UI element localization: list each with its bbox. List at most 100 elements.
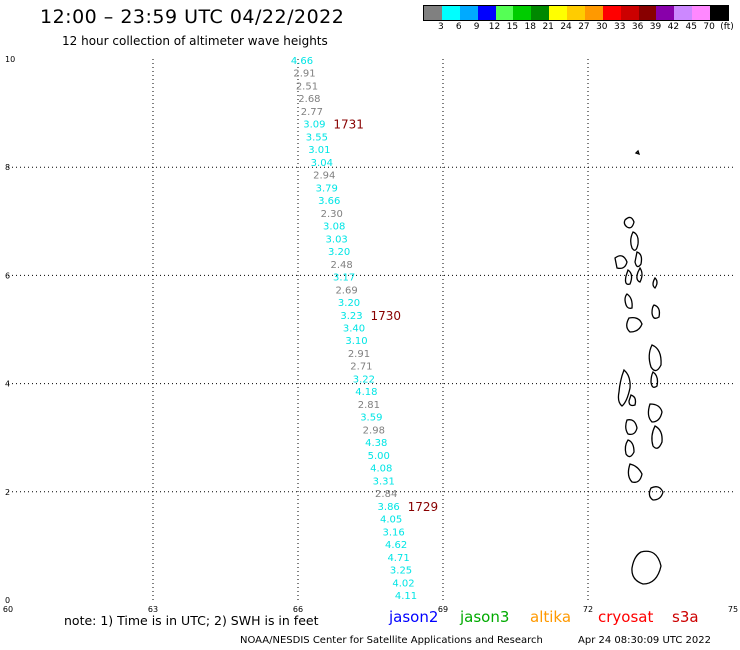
- satellite-cryosat: cryosat: [598, 608, 654, 626]
- wave-height-value: 3.23: [340, 311, 362, 322]
- legend-label: 33: [613, 22, 626, 32]
- wave-height-value: 3.40: [343, 324, 365, 335]
- wave-height-value: 4.62: [385, 540, 407, 551]
- wave-height-value: 4.02: [392, 578, 414, 589]
- axis-tick-labels: 60 63 66 69 72 75 0 2 4 6 8 10: [3, 55, 738, 614]
- lat-tick-label: 2: [5, 488, 10, 497]
- pass-time-label: 1728: [0, 0, 31, 3]
- wave-height-value: 2.94: [313, 171, 335, 182]
- lon-tick-label: 60: [3, 605, 13, 614]
- wave-height-value: 2.77: [301, 107, 323, 118]
- legend-swatch: [495, 6, 514, 20]
- wave-height-value: 3.09: [303, 120, 325, 131]
- wave-height-value: 3.86: [378, 502, 400, 513]
- wave-height-value: 3.31: [373, 476, 395, 487]
- legend-swatch: [459, 6, 478, 20]
- wave-height-value: 3.17: [333, 273, 355, 284]
- altimeter-track: 4.662.912.512.682.773.093.553.013.042.94…: [291, 56, 417, 602]
- legend-swatch: [477, 6, 496, 20]
- satellite-jason2: jason2: [389, 608, 439, 626]
- legend-swatch: [549, 6, 567, 20]
- color-legend-labels: 3 6 9 12 15 18 21 24 27 30 33 36 39 42 45 70 (ft): [423, 22, 740, 34]
- lat-tick-label: 10: [5, 55, 15, 64]
- lat-tick-label: 8: [5, 163, 10, 172]
- lat-lon-grid: [8, 59, 733, 600]
- legend-label: 9: [473, 22, 480, 32]
- legend-swatch: [692, 6, 710, 20]
- wave-height-value: 2.91: [293, 69, 315, 80]
- legend-swatch: [620, 6, 639, 20]
- wave-height-value: 4.71: [387, 553, 409, 564]
- wave-height-value: 2.71: [350, 362, 372, 373]
- legend-label: 12: [488, 22, 501, 32]
- legend-swatch: [584, 6, 603, 20]
- pass-time-label: 1731: [333, 118, 364, 132]
- wave-height-value: 3.04: [311, 158, 333, 169]
- wave-height-value: 3.66: [318, 196, 340, 207]
- wave-height-value: 3.08: [323, 222, 345, 233]
- color-legend-bar: [423, 5, 729, 21]
- pass-time-label: 1730: [371, 309, 402, 323]
- maldives-coastline: [614, 149, 664, 585]
- wave-height-value: 3.79: [316, 183, 338, 194]
- legend-label: 70: [703, 22, 715, 32]
- wave-height-value: 2.91: [348, 349, 370, 360]
- wave-height-value: 2.68: [298, 94, 320, 105]
- legend-swatch: [531, 6, 550, 20]
- wave-height-value: 2.51: [296, 81, 318, 92]
- wave-height-value: 3.22: [353, 374, 375, 385]
- legend-label: 30: [596, 22, 608, 32]
- map-subtitle: 12 hour collection of altimeter wave hei…: [62, 34, 328, 48]
- legend-label: 15: [506, 22, 519, 32]
- wave-height-value: 4.38: [365, 438, 387, 449]
- legend-label: (ft): [720, 22, 734, 32]
- legend-label: 39: [649, 22, 662, 32]
- satellite-jason3: jason3: [460, 608, 510, 626]
- lon-tick-label: 66: [293, 605, 303, 614]
- wave-height-value: 3.20: [338, 298, 360, 309]
- legend-swatch: [424, 6, 442, 20]
- wave-height-value: 4.11: [395, 591, 417, 602]
- wave-height-value: 3.20: [328, 247, 350, 258]
- lon-tick-label: 69: [438, 605, 448, 614]
- legend-label: 6: [455, 22, 462, 32]
- wave-height-value: 3.16: [382, 527, 404, 538]
- wave-height-value: 2.81: [358, 400, 380, 411]
- lon-tick-label: 63: [148, 605, 158, 614]
- wave-height-value: 3.01: [308, 145, 330, 156]
- wave-height-value: 3.10: [345, 336, 367, 347]
- wave-height-value: 2.98: [363, 425, 385, 436]
- legend-swatch: [638, 6, 657, 20]
- wave-height-value: 5.00: [368, 451, 390, 462]
- wave-height-value: 3.59: [360, 413, 382, 424]
- satellite-altika: altika: [530, 608, 572, 626]
- legend-swatch: [441, 6, 460, 20]
- legend-label: 21: [542, 22, 554, 32]
- lat-tick-label: 6: [5, 271, 10, 280]
- wave-height-value: 4.05: [380, 515, 402, 526]
- lat-tick-label: 0: [5, 596, 10, 605]
- wave-height-value: 3.25: [390, 566, 412, 577]
- lat-tick-label: 4: [5, 380, 10, 389]
- legend-swatch: [602, 6, 621, 20]
- lon-tick-label: 75: [728, 605, 738, 614]
- legend-label: 24: [560, 22, 572, 32]
- legend-swatch: [674, 6, 693, 20]
- wave-height-value: 4.08: [370, 464, 392, 475]
- pass-time-labels: 1731 1730 1729 1728: [0, 0, 438, 514]
- legend-label: 18: [524, 22, 537, 32]
- satellite-s3a: s3a: [672, 608, 699, 626]
- wave-height-value: 3.03: [326, 234, 348, 245]
- legend-label: 3: [438, 22, 444, 32]
- wave-height-value: 4.18: [355, 387, 377, 398]
- map-title: 12:00 – 23:59 UTC 04/22/2022: [40, 6, 345, 28]
- legend-swatch: [710, 6, 728, 20]
- credit-line: NOAA/NESDIS Center for Satellite Applica…: [240, 635, 543, 646]
- wave-height-value: 2.69: [335, 285, 357, 296]
- wave-height-value: 2.48: [330, 260, 352, 271]
- generated-timestamp: Apr 24 08:30:09 UTC 2022: [578, 635, 711, 646]
- units-note: note: 1) Time is in UTC; 2) SWH is in fe…: [64, 613, 319, 628]
- wave-height-value: 2.30: [321, 209, 343, 220]
- legend-label: 36: [631, 22, 644, 32]
